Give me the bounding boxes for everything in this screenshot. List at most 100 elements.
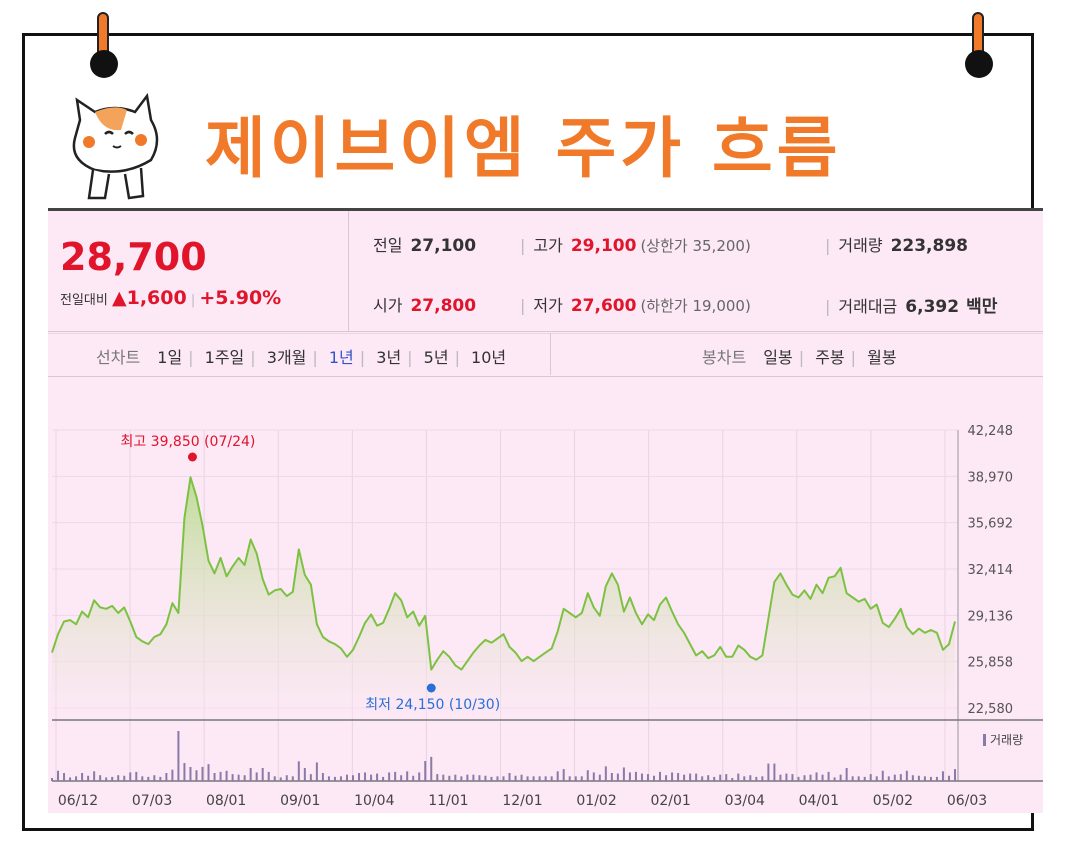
tab-sep: | <box>798 348 805 367</box>
tab-period-1d[interactable]: 1일 <box>157 348 183 367</box>
volume-bar <box>255 772 258 781</box>
volume-bar <box>219 771 222 781</box>
volume-bar <box>887 776 890 781</box>
tab-period-5y[interactable]: 5년 <box>423 348 449 367</box>
tab-sep: | <box>850 348 857 367</box>
volume-bar <box>472 774 475 781</box>
volume-bar <box>436 774 439 781</box>
volume-bar <box>586 770 589 781</box>
volume-bar <box>767 763 770 781</box>
volume-bar <box>69 777 72 781</box>
volume-bar <box>815 772 818 781</box>
volume-bar <box>839 774 842 781</box>
volume-bar <box>496 776 499 781</box>
volume-bar <box>309 774 312 781</box>
volume-bar <box>520 774 523 781</box>
volume-bar <box>117 775 120 781</box>
volume-bar <box>430 756 433 781</box>
tab-period-1y[interactable]: 1년 <box>328 348 354 367</box>
volume-bar <box>683 774 686 781</box>
sep: | <box>825 236 831 255</box>
volume-bar <box>671 772 674 781</box>
volume-bar <box>905 770 908 781</box>
volume-bar <box>917 775 920 781</box>
volume-bar <box>177 731 180 781</box>
volume-bar <box>297 761 300 781</box>
x-tick-label: 06/03 <box>947 793 987 809</box>
volume-bar <box>153 775 156 781</box>
pin-right-hole <box>965 50 993 78</box>
volume-bar <box>713 776 716 781</box>
volume-bar <box>954 769 956 781</box>
volume-bar <box>189 767 192 781</box>
tab-period-3m[interactable]: 3개월 <box>266 348 307 367</box>
tab-candle-monthly[interactable]: 월봉 <box>867 348 897 367</box>
y-tick-label: 29,136 <box>968 609 1014 624</box>
volume-label: 거래량 <box>838 236 883 255</box>
volume-bar <box>875 776 878 781</box>
tab-candle-weekly[interactable]: 주봉 <box>815 348 845 367</box>
volume-bar <box>755 776 758 781</box>
volume-bar <box>111 776 114 781</box>
volume-bar <box>502 776 505 781</box>
tab-candle-daily[interactable]: 일봉 <box>763 348 793 367</box>
volume-bar <box>719 774 722 781</box>
tab-period-10y[interactable]: 10년 <box>471 348 507 367</box>
tab-period-3y[interactable]: 3년 <box>376 348 402 367</box>
volume-bar <box>285 775 288 781</box>
tab-sep: | <box>359 348 366 367</box>
amount-label: 거래대금 <box>838 297 898 316</box>
volume-bar <box>616 773 619 781</box>
volume-bar <box>598 774 601 781</box>
candle-chart-tabs: 봉차트 일봉 | 주봉 | 월봉 <box>702 344 897 368</box>
volume-bar <box>809 774 812 781</box>
volume-bar <box>327 776 330 781</box>
volume-bar <box>394 771 397 781</box>
y-tick-label: 35,692 <box>968 517 1014 532</box>
sep: | <box>825 297 831 316</box>
current-price: 28,700 <box>60 235 207 279</box>
volume-bar <box>321 773 324 781</box>
volume-bar <box>707 775 710 781</box>
volume-bar <box>358 773 361 781</box>
day-low: | 저가 27,600 (하한가 19,000) <box>520 292 751 316</box>
volume-bar <box>881 770 884 781</box>
volume-bar <box>460 776 463 781</box>
x-tick-label: 08/01 <box>206 793 246 809</box>
volume-bar <box>400 775 403 781</box>
line-chart-tabs: 선차트 1일 | 1주일 | 3개월 | 1년 | 3년 | 5년 | 10년 <box>96 344 506 368</box>
volume-bar <box>57 770 60 781</box>
volume-bar <box>448 775 451 781</box>
volume-bar <box>490 776 493 781</box>
volume-bar <box>803 775 806 781</box>
volume-bar <box>869 774 872 781</box>
candle-chart-label: 봉차트 <box>702 348 747 367</box>
volume-bar <box>225 770 228 781</box>
volume-legend: 거래량 <box>990 733 1023 747</box>
tab-period-1w[interactable]: 1주일 <box>204 348 245 367</box>
volume-bar <box>406 771 409 781</box>
y-tick-label: 25,858 <box>968 656 1014 671</box>
volume: | 거래량 223,898 <box>825 232 968 256</box>
volume-bar <box>737 773 740 781</box>
volume-bar <box>424 761 427 781</box>
volume-bar <box>291 776 294 781</box>
volume-bar <box>791 774 794 781</box>
volume-bar <box>538 776 541 781</box>
volume-bar <box>526 776 529 781</box>
volume-bar <box>857 776 860 781</box>
page-title: 제이브이엠 주가 흐름 <box>205 110 842 187</box>
trade-amount: | 거래대금 6,392 백만 <box>825 292 997 317</box>
row-divider <box>48 331 1043 332</box>
day-high: | 고가 29,100 (상한가 35,200) <box>520 232 751 256</box>
volume-bar <box>183 763 186 781</box>
volume-bar <box>604 766 607 781</box>
volume-bar <box>845 768 848 781</box>
volume-bar <box>653 775 655 781</box>
volume-bar <box>129 772 132 781</box>
volume-bar <box>923 776 926 781</box>
volume-bar <box>514 775 517 781</box>
volume-bar <box>785 773 788 781</box>
x-tick-label: 04/01 <box>799 793 839 809</box>
pin-left-hole <box>90 50 118 78</box>
